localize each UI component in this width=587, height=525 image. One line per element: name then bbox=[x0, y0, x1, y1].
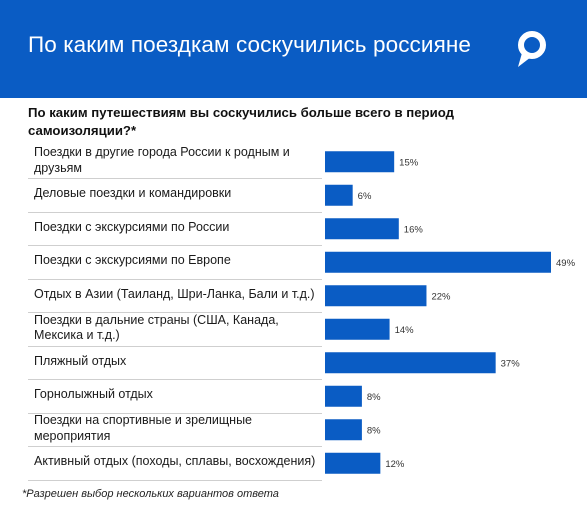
category-label: Пляжный отдых bbox=[34, 353, 127, 368]
bar-value-label: 37% bbox=[501, 358, 521, 369]
category-label: Поездки с экскурсиями по Европе bbox=[34, 253, 231, 268]
category-label: Горнолыжный отдых bbox=[34, 387, 153, 402]
bar bbox=[325, 419, 362, 441]
bar-value-label: 8% bbox=[367, 425, 381, 436]
bar-value-label: 12% bbox=[385, 459, 405, 470]
row-divider bbox=[28, 312, 322, 313]
row-divider bbox=[28, 379, 322, 380]
row-divider bbox=[28, 479, 322, 481]
footnote: *Разрешен выбор нескольких вариантов отв… bbox=[22, 488, 279, 500]
page-title: По каким поездкам соскучились россияне bbox=[28, 32, 472, 57]
bar bbox=[325, 184, 353, 206]
category-label: Поездки в дальние страны (США, Канада, М… bbox=[34, 312, 279, 343]
location-pin-logo-icon bbox=[518, 31, 546, 67]
bar-value-label: 49% bbox=[556, 258, 576, 269]
category-label: Отдых в Азии (Таиланд, Шри-Ланка, Бали и… bbox=[34, 286, 315, 301]
bar-value-label: 8% bbox=[367, 392, 381, 403]
row-divider bbox=[28, 278, 322, 280]
bar bbox=[325, 218, 399, 240]
row-divider bbox=[28, 412, 322, 414]
row-divider bbox=[28, 211, 322, 213]
category-label: Поездки в другие города России к родным … bbox=[34, 145, 290, 175]
category-label: Деловые поездки и командировки bbox=[34, 186, 232, 201]
header-banner: По каким поездкам соскучились россияне bbox=[0, 0, 587, 98]
row-divider bbox=[28, 345, 322, 347]
bar-value-label: 16% bbox=[404, 224, 424, 235]
bar bbox=[325, 452, 381, 474]
bar-value-label: 22% bbox=[431, 291, 451, 302]
bar-value-label: 14% bbox=[395, 325, 415, 336]
chart-title: По каким путешествиям вы соскучились бол… bbox=[28, 105, 454, 138]
row-divider bbox=[28, 178, 322, 179]
row-divider bbox=[28, 245, 322, 246]
bar-value-label: 15% bbox=[399, 157, 419, 168]
row-divider bbox=[28, 446, 322, 447]
bar bbox=[325, 285, 427, 307]
category-label: Активный отдых (походы, сплавы, восхожде… bbox=[34, 454, 316, 469]
bar bbox=[325, 151, 395, 173]
bar-value-label: 6% bbox=[358, 191, 372, 202]
category-label: Поездки с экскурсиями по России bbox=[34, 219, 230, 234]
bar bbox=[325, 352, 496, 374]
bar bbox=[325, 385, 362, 407]
bar bbox=[325, 251, 551, 273]
category-label: Поездки на спортивные и зрелищные меропр… bbox=[34, 413, 252, 443]
bar bbox=[325, 318, 390, 340]
